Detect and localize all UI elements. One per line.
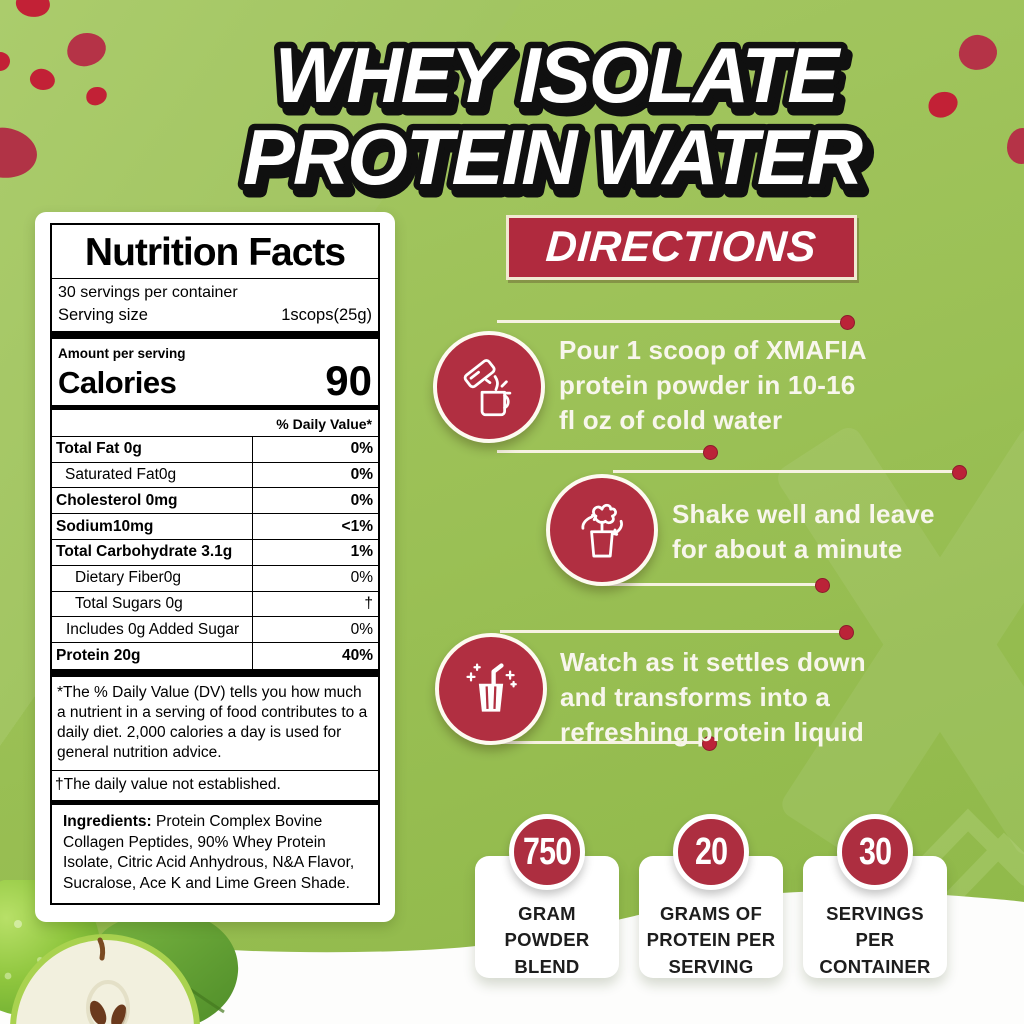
badge-number-circle: 750 <box>509 814 585 890</box>
badge-number: 750 <box>522 831 572 873</box>
step3-connector-bottom <box>498 736 717 751</box>
divider-bar <box>52 669 378 678</box>
nutrient-name: Total Carbohydrate 3.1g <box>52 540 253 565</box>
badge-caption: GRAM POWDER BLEND <box>504 903 590 977</box>
directions-header: DIRECTIONS <box>506 215 857 280</box>
badge-number-circle: 30 <box>837 814 913 890</box>
serving-size-row: Serving size 1scops(25g) <box>52 303 378 339</box>
step3-text: Watch as it settles down and transforms … <box>560 647 866 747</box>
badge-protein-per-serving: 20 GRAMS OF PROTEIN PER SERVING <box>639 814 783 978</box>
step1-connector-top <box>497 315 855 330</box>
nutrition-title: Nutrition Facts <box>52 225 378 279</box>
divider-bar <box>52 800 378 806</box>
nutrient-daily-value: 0% <box>350 569 373 587</box>
nutrient-row: Total Carbohydrate 3.1g 1% <box>52 540 378 566</box>
calories-row: Calories 90 <box>52 357 378 410</box>
badge-number-circle: 20 <box>673 814 749 890</box>
nutrition-facts-label: Nutrition Facts 30 servings per containe… <box>35 212 395 922</box>
step3-connector-top <box>500 625 854 640</box>
badge-caption: SERVINGS PER CONTAINER <box>819 903 931 977</box>
red-dot <box>0 52 10 71</box>
nutrient-name: Protein 20g <box>52 643 253 670</box>
nutrition-facts-box: Nutrition Facts 30 servings per containe… <box>50 223 380 905</box>
dagger-note: †The daily value not established. <box>55 776 281 794</box>
badge-powder-blend: 750 GRAM POWDER BLEND <box>475 814 619 978</box>
step2-text: Shake well and leave for about a minute <box>672 499 935 564</box>
nutrient-row: Total Sugars 0g † <box>52 591 378 618</box>
nutrient-name: Dietary Fiber0g <box>52 565 253 591</box>
protein-drink-icon <box>466 663 517 712</box>
badge-servings-per-container: 30 SERVINGS PER CONTAINER <box>803 814 947 978</box>
badge-number: 20 <box>694 831 728 873</box>
ingredients: Ingredients: Protein Complex Bovine Coll… <box>52 805 378 898</box>
nutrient-rows: Total Fat 0g 0% Saturated Fat0g 0% Cholester… <box>52 436 378 670</box>
step1-connector-bottom <box>497 445 718 460</box>
serving-size-value: 1scops(25g) <box>281 306 372 324</box>
nutrient-daily-value: 1% <box>350 543 373 561</box>
step1-text: Pour 1 scoop of XMAFIA protein powder in… <box>559 335 867 435</box>
servings-per-container: 30 servings per container <box>58 284 238 301</box>
nutrient-daily-value: 40% <box>341 647 373 665</box>
badge-number: 30 <box>858 831 892 873</box>
daily-value-header: % Daily Value* <box>52 410 378 437</box>
directions-header-text: DIRECTIONS <box>544 223 819 271</box>
nutrient-name: Saturated Fat0g <box>52 462 253 488</box>
step2-circle <box>546 474 658 586</box>
title-line1-shadow: WHEY ISOLATE <box>280 38 846 126</box>
nutrient-name: Total Fat 0g <box>52 436 253 462</box>
ingredients-label: Ingredients: <box>63 813 152 831</box>
nutrient-row: Sodium10mg <1% <box>52 514 378 541</box>
calories-label: Calories <box>58 364 177 400</box>
nutrient-daily-value: † <box>364 595 373 613</box>
nutrient-name: Total Sugars 0g <box>52 591 253 617</box>
nutrient-row: Includes 0g Added Sugar 0% <box>52 617 378 644</box>
nutrient-row: Total Fat 0g 0% <box>52 436 378 463</box>
nutrient-name: Cholesterol 0mg <box>52 488 253 514</box>
green-apple-image <box>0 880 239 1024</box>
nutrient-row: Dietary Fiber0g 0% <box>52 565 378 592</box>
ingredients-text: Protein Complex Bovine Collagen Peptides… <box>63 813 355 892</box>
title-line2: PROTEIN WATER <box>243 113 863 201</box>
step2-connector-top <box>613 465 967 480</box>
nutrient-daily-value: 0% <box>350 491 373 509</box>
step2-connector-bottom <box>608 578 830 593</box>
badge-caption: GRAMS OF PROTEIN PER SERVING <box>646 903 776 977</box>
serving-size-label: Serving size <box>58 306 148 324</box>
nutrient-name: Includes 0g Added Sugar <box>52 617 253 643</box>
title-line1: WHEY ISOLATE <box>275 31 841 119</box>
daily-value-footnote: *The % Daily Value (DV) tells you how mu… <box>52 677 378 772</box>
shake-icon <box>581 503 623 558</box>
nutrient-daily-value: 0% <box>350 620 373 638</box>
nutrient-name: Sodium10mg <box>52 514 253 540</box>
nutrient-row: Protein 20g 40% <box>52 643 378 670</box>
step1-circle <box>433 331 545 443</box>
calories-value: 90 <box>325 357 372 404</box>
nutrient-daily-value: 0% <box>350 440 373 458</box>
nutrient-row: Cholesterol 0mg 0% <box>52 488 378 515</box>
page-title: WHEY ISOLATE PROTEIN WATER WHEY ISOLATE … <box>236 25 876 207</box>
title-line2-shadow: PROTEIN WATER <box>248 120 868 206</box>
amount-per-serving-label: Amount per serving <box>58 346 186 361</box>
nutrient-daily-value: 0% <box>350 466 373 484</box>
nutrient-daily-value: <1% <box>341 517 373 535</box>
pour-water-icon <box>463 359 512 417</box>
red-dot <box>1007 128 1024 164</box>
nutrient-row: Saturated Fat0g 0% <box>52 462 378 489</box>
step3-circle <box>435 633 547 745</box>
